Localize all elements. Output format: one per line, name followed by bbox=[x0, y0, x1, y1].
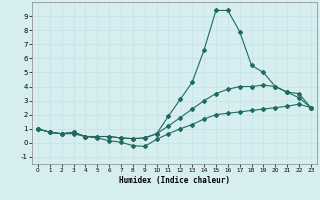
X-axis label: Humidex (Indice chaleur): Humidex (Indice chaleur) bbox=[119, 176, 230, 185]
